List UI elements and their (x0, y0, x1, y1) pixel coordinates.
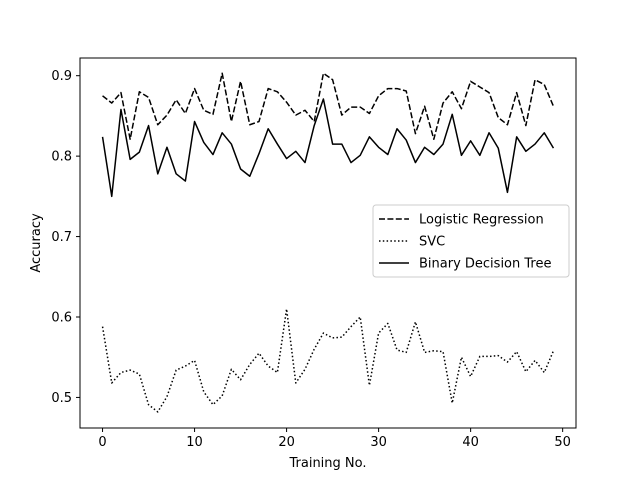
legend-entries: Logistic Regression SVC Binary Decision Tr… (379, 213, 551, 272)
x-tick-label: 20 (278, 435, 295, 450)
y-tick-label: 0.9 (51, 69, 72, 84)
series-layer (101, 72, 555, 413)
x-axis-ticks: 0 10 20 30 40 50 (98, 428, 571, 450)
x-tick-label: 40 (462, 435, 479, 450)
plot-area (79, 57, 577, 429)
y-tick-label: 0.7 (51, 230, 72, 245)
legend: Logistic Regression SVC Binary Decision Tr… (372, 204, 570, 278)
series-line-3 (101, 98, 555, 198)
legend-box (372, 204, 570, 278)
y-tick-label: 0.8 (51, 150, 72, 165)
legend-label-1: Logistic Regression (419, 213, 544, 228)
x-tick-label: 0 (98, 435, 106, 450)
legend-label-2: SVC (419, 235, 445, 250)
y-axis-ticks: 0.5 0.6 0.7 0.8 0.9 (51, 69, 80, 406)
y-axis-label: Accuracy (29, 213, 44, 273)
series-line-1 (102, 72, 555, 140)
series-line-2 (101, 308, 555, 413)
x-tick-label: 10 (186, 435, 203, 450)
x-tick-label: 50 (554, 435, 571, 450)
legend-label-3: Binary Decision Tree (419, 257, 551, 272)
axes-frame (79, 57, 577, 429)
x-tick-label: 30 (370, 435, 387, 450)
y-tick-label: 0.5 (51, 391, 72, 406)
x-axis-label: Training No. (288, 456, 366, 471)
y-tick-label: 0.6 (51, 311, 72, 326)
